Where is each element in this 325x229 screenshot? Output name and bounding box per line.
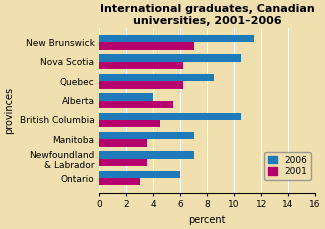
Bar <box>99 42 194 50</box>
Bar <box>99 139 147 147</box>
Bar <box>99 101 174 108</box>
Bar <box>99 55 241 62</box>
Bar <box>99 113 241 120</box>
Title: International graduates, Canadian
universities, 2001–2006: International graduates, Canadian univer… <box>100 4 315 26</box>
Bar <box>99 151 194 159</box>
Legend: 2006, 2001: 2006, 2001 <box>264 152 311 180</box>
Bar <box>99 120 160 127</box>
X-axis label: percent: percent <box>188 215 226 225</box>
Bar <box>99 74 214 81</box>
Bar <box>99 132 194 139</box>
Bar <box>99 178 140 185</box>
Bar <box>99 62 183 69</box>
Bar <box>99 159 147 166</box>
Bar <box>99 93 153 101</box>
Bar <box>99 35 254 42</box>
Y-axis label: provinces: provinces <box>4 87 14 134</box>
Bar <box>99 81 183 89</box>
Bar <box>99 171 180 178</box>
